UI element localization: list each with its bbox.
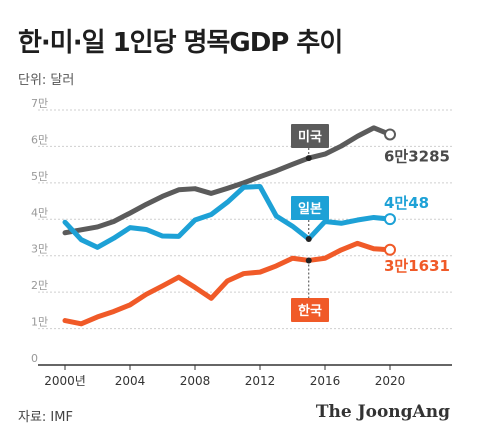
data-point-japan	[209, 212, 214, 217]
gridlines	[38, 109, 452, 330]
data-point-japan	[160, 234, 165, 239]
data-point-korea	[111, 309, 116, 314]
chart-title: 한·미·일 1인당 명목GDP 추이	[18, 28, 343, 58]
data-point-korea	[95, 314, 100, 319]
data-point-usa	[241, 180, 246, 185]
series-line-japan	[62, 184, 393, 250]
end-marker-korea	[384, 243, 396, 256]
data-point-usa	[258, 174, 263, 179]
data-point-korea	[176, 275, 181, 280]
data-point-japan	[63, 220, 68, 225]
data-point-usa	[225, 186, 230, 191]
y-axis-ticks: 0 1만 2만 3만 4만 5만 6만 7만	[31, 97, 48, 365]
data-point-usa	[79, 227, 84, 232]
data-point-korea	[339, 247, 344, 252]
data-point-japan	[258, 184, 263, 189]
end-marker-usa	[384, 128, 396, 141]
data-point-korea	[323, 256, 328, 261]
data-point-japan	[290, 224, 295, 229]
highlight-point-korea	[305, 257, 312, 264]
data-point-korea	[274, 263, 279, 268]
series-line-usa	[62, 125, 393, 236]
y-tick-label: 5만	[31, 170, 48, 183]
unit-label: 단위: 달러	[18, 73, 75, 88]
end-marker-japan	[384, 213, 396, 226]
data-point-usa	[193, 186, 198, 191]
data-point-usa	[128, 211, 133, 216]
x-tick-label: 2008	[180, 374, 211, 388]
data-point-korea	[241, 271, 246, 276]
series-tag-japan	[291, 196, 329, 220]
y-tick-label: 7만	[31, 97, 48, 110]
data-point-japan	[225, 200, 230, 205]
data-point-japan	[339, 221, 344, 226]
end-value-label-japan: 4만48	[384, 194, 429, 212]
y-tick-label: 0	[31, 352, 38, 365]
highlight-point-usa	[305, 155, 312, 162]
data-point-usa	[144, 202, 149, 207]
data-point-korea	[355, 241, 360, 246]
data-point-usa	[63, 230, 68, 235]
x-tick-label: 2000년	[44, 374, 86, 388]
data-point-japan	[241, 185, 246, 190]
series-tag-korea	[291, 298, 329, 322]
data-point-usa	[355, 134, 360, 139]
data-point-korea	[371, 246, 376, 251]
data-point-korea	[160, 283, 165, 288]
data-point-usa	[323, 152, 328, 157]
data-point-usa	[209, 191, 214, 196]
x-axis: 2000년 2004 2008 2012 2016 2020	[38, 364, 452, 388]
y-tick-label: 3만	[31, 243, 48, 256]
series-name-usa: 미국	[298, 129, 322, 145]
x-tick-label: 2004	[115, 374, 146, 388]
end-value-label-usa: 6만3285	[384, 147, 450, 165]
y-tick-label: 4만	[31, 206, 48, 219]
highlight-point-japan	[305, 235, 312, 242]
publisher-logo: The JoongAng	[315, 402, 450, 422]
data-point-japan	[274, 214, 279, 219]
data-point-korea	[258, 270, 263, 275]
data-point-korea	[63, 318, 68, 323]
x-tick-label: 2012	[245, 374, 276, 388]
data-point-japan	[95, 245, 100, 250]
data-point-japan	[193, 218, 198, 223]
data-point-japan	[111, 236, 116, 241]
data-point-usa	[176, 187, 181, 192]
y-tick-label: 2만	[31, 279, 48, 292]
data-point-japan	[128, 225, 133, 230]
data-point-korea	[290, 256, 295, 261]
series-name-korea: 한국	[298, 303, 322, 319]
series-line-korea	[62, 240, 393, 327]
data-point-korea	[144, 292, 149, 297]
y-tick-label: 6만	[31, 133, 48, 146]
data-point-usa	[111, 219, 116, 224]
series-tag-usa	[291, 124, 329, 148]
data-point-usa	[371, 125, 376, 130]
data-point-usa	[339, 144, 344, 149]
x-tick-label: 2020	[375, 374, 406, 388]
end-value-label-korea: 3만1631	[384, 257, 450, 275]
data-point-usa	[274, 168, 279, 173]
data-point-korea	[79, 321, 84, 326]
data-point-usa	[160, 194, 165, 199]
data-point-japan	[144, 227, 149, 232]
data-point-korea	[225, 278, 230, 283]
series-name-japan: 일본	[298, 202, 322, 217]
data-point-japan	[371, 215, 376, 220]
y-tick-label: 1만	[31, 316, 48, 329]
source-note: 자료: IMF	[18, 410, 73, 425]
data-point-japan	[355, 218, 360, 223]
x-tick-label: 2016	[310, 374, 341, 388]
data-point-korea	[193, 285, 198, 290]
series-labels: 미국 6만3285 일본 4만48 한국 3만1631	[291, 124, 450, 322]
data-point-korea	[128, 302, 133, 307]
series-lines	[62, 125, 396, 327]
data-point-japan	[79, 237, 84, 242]
data-point-japan	[176, 234, 181, 239]
data-point-korea	[209, 296, 214, 301]
data-point-usa	[290, 162, 295, 167]
data-point-usa	[95, 224, 100, 229]
